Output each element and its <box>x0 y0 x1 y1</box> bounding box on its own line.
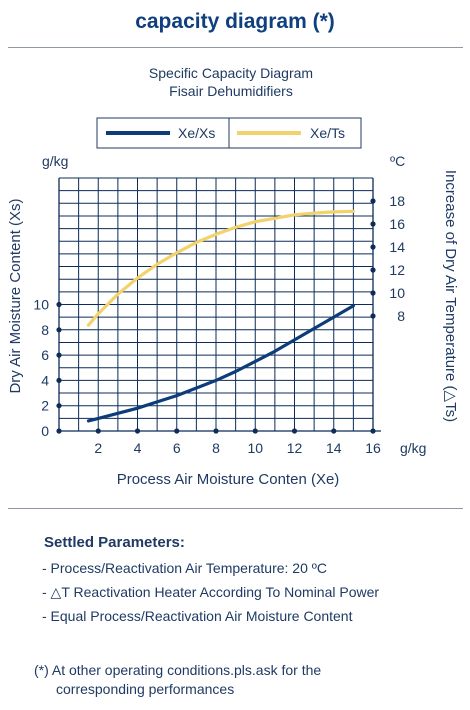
y-left-tick-label: 4 <box>41 372 49 388</box>
x-tick-label: 2 <box>94 440 102 456</box>
y-right-tick-label: 16 <box>389 216 405 232</box>
y-right-tick-dot <box>370 290 376 296</box>
y-left-tick-label: 6 <box>41 347 49 363</box>
x-tick-label: 4 <box>134 440 142 456</box>
legend-label-xe-xs: Xe/Xs <box>178 125 215 141</box>
parameter-item: - Equal Process/Reactivation Air Moistur… <box>42 608 353 624</box>
section-divider <box>8 508 463 509</box>
chart-subtitle: Fisair Dehumidifiers <box>169 83 293 99</box>
y-right-tick-dot <box>370 244 376 250</box>
y-left-axis-title: Dry Air Moisture Content (Xs) <box>7 198 24 393</box>
legend-label-xe-ts: Xe/Ts <box>310 125 345 141</box>
y-right-tick-label: 18 <box>389 193 405 209</box>
series-line-xe-ts <box>86 209 355 327</box>
x-tick-label: 14 <box>326 440 342 456</box>
y-right-axis-title: Increase of Dry Air Temperature (△Ts) <box>442 170 459 422</box>
y-right-tick-label: 14 <box>389 239 405 255</box>
x-tick-dot <box>95 428 101 434</box>
y-left-tick-dot <box>56 377 62 383</box>
y-left-tick-label: 2 <box>41 398 49 414</box>
y-left-tick-label: 0 <box>41 423 49 439</box>
y-right-tick-label: 8 <box>397 308 405 324</box>
page-title: capacity diagram (*) <box>135 10 335 33</box>
title-divider <box>8 47 463 48</box>
grid <box>58 177 381 432</box>
chart-title: Specific Capacity Diagram <box>149 65 313 81</box>
x-tick-dot <box>174 428 180 434</box>
x-tick-dot <box>213 428 219 434</box>
y-left-tick-label: 8 <box>41 322 49 338</box>
y-right-tick-label: 10 <box>389 285 405 301</box>
y-right-tick-dot <box>370 313 376 319</box>
x-tick-label: 6 <box>173 440 181 456</box>
series-layer <box>86 209 355 423</box>
x-tick-label: 10 <box>247 440 263 456</box>
x-tick-dot <box>291 428 298 434</box>
x-tick-label: 16 <box>365 440 381 456</box>
x-unit: g/kg <box>400 440 426 456</box>
x-tick-dot <box>331 428 337 434</box>
x-tick-label: 12 <box>287 440 303 456</box>
parameters-heading: Settled Parameters: <box>44 534 185 551</box>
parameter-item: - Process/Reactivation Air Temperature: … <box>42 560 327 576</box>
axis-ticks: 2 4 6 8 10 12 14 16 0 2 4 6 8 10 8 10 12 14 16 18 <box>33 193 405 456</box>
y-right-tick-dot <box>370 221 376 227</box>
parameter-item: - △T Reactivation Heater According To No… <box>42 584 380 600</box>
y-left-tick-dot <box>56 352 62 358</box>
y-left-tick-dot <box>56 403 62 409</box>
y-left-tick-label: 10 <box>33 297 49 313</box>
y-left-tick-dot <box>56 301 62 308</box>
capacity-chart: Specific Capacity Diagram Fisair Dehumid… <box>7 65 459 488</box>
y-right-unit: ºC <box>390 153 405 169</box>
y-left-tick-dot <box>56 428 62 434</box>
y-left-tick-dot <box>56 327 62 333</box>
y-right-tick-label: 12 <box>389 262 405 278</box>
x-tick-dot <box>134 428 141 434</box>
x-tick-label: 8 <box>212 440 220 456</box>
series-line-xe-xs <box>86 304 355 423</box>
x-tick-dot <box>252 428 258 434</box>
x-axis-title: Process Air Moisture Conten (Xe) <box>117 471 340 488</box>
y-right-tick-dot <box>370 267 376 273</box>
y-right-tick-dot <box>370 198 376 204</box>
y-left-unit: g/kg <box>42 153 68 169</box>
footnote-line: (*) At other operating conditions.pls.as… <box>34 662 322 678</box>
x-tick-dot <box>370 428 376 434</box>
footnote-line: corresponding performances <box>56 681 235 697</box>
